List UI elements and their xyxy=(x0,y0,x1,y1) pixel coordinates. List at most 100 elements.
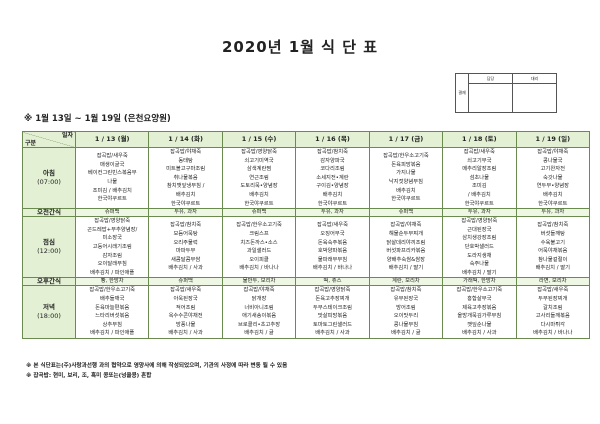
approval-box: 결재 담당 대리 xyxy=(455,73,557,113)
menu-item: 잡곡밥/야채죽 xyxy=(243,287,275,294)
menu-item: 고등어시래기조림 xyxy=(92,243,132,250)
header-row: 일자 구분 1 / 13 (월) 1 / 14 (화) 1 / 15 (수) 1 / 16… xyxy=(22,131,591,148)
menu-item: 과일샐러드 xyxy=(246,248,272,255)
menu-item: 잡곡밥/야채죽 xyxy=(537,149,569,155)
day-header: 1 / 15 (수) xyxy=(221,131,297,148)
menu-item: 잡곡밥/야채죽 xyxy=(390,222,422,229)
menu-item: 모듬어묵탕 xyxy=(173,231,198,238)
menu-item: 조미김 / 배추김치 xyxy=(92,187,132,194)
approval-col-staff: 담당 xyxy=(468,73,513,84)
menu-item: 배추김치 / 딸기 xyxy=(388,265,424,272)
meal-label: 오후간식 xyxy=(22,277,76,287)
menu-item: 배추김치 / 사과 xyxy=(168,265,203,272)
menu-item: 삼치생강장조림 xyxy=(462,235,497,242)
menu-item: 메추리알장조림 xyxy=(462,166,497,173)
approval-sign-staff[interactable] xyxy=(468,83,513,113)
meal-row: 저녁 (18:00) 잡곡밥/한우소고기죽 배추들깨국 돈육마늘편볶음 느타리버섯볶음 상추… xyxy=(22,285,591,339)
menu-cell: 잡곡밥/한우소고기죽 배추들깨국 돈육마늘편볶음 느타리버섯볶음 상추무침 배추김치 / … xyxy=(74,285,150,339)
menu-item: 물파래무무침 xyxy=(317,256,348,263)
menu-cell: 잡곡밥/참치죽 유부된장국 방어조림 오이맛두리 콩나물무침 배추김치 / 귤 xyxy=(368,285,444,339)
menu-cell: 잡곡밥/새우죽 두부된장찌개 갈치조림 고사리들깨볶음 다시마튀각 배추김치 / 바나나 xyxy=(515,285,591,339)
menu-cell: 잡곡밥/새우죽 아욱된장국 적어조림 옥수수콘야채전 방풍나물 배추김치 / 사과 xyxy=(148,285,223,339)
menu-item: 나물 xyxy=(107,179,118,186)
snack-row: 오후간식 빵, 한방차 슈퍼백 물만두, 보리차 떡, 쥬스 계란, 보리차 가래떡, 한방… xyxy=(22,277,591,287)
menu-cell: 슈퍼백 xyxy=(221,208,297,218)
menu-item: 한국야쿠르트 xyxy=(464,200,494,207)
menu-item: 물만두, 보리차 xyxy=(242,278,276,285)
menu-item: 배추김치 xyxy=(249,191,269,198)
menu-item: 감자조림 xyxy=(102,252,122,259)
approval-label: 결재 xyxy=(455,73,469,113)
day-header: 1 / 19 (일) xyxy=(515,131,591,148)
menu-item: 도라지생채 xyxy=(467,252,492,259)
menu-cell: 잡곡밥/한우소고기죽 크림스프 치즈돈까스•소스 과일샐러드 오이피클 배추김치 / 바나… xyxy=(221,216,297,279)
menu-item: 잡곡밥/새우죽 xyxy=(537,287,569,294)
menu-cell: 잡곡밥/참치죽 버섯들깨탕 수육불고기 어묵야채볶음 참나물겉절이 배추김치 / 딸기 xyxy=(515,216,591,279)
menu-item: 두유, 과자 xyxy=(541,209,565,216)
menu-item: 배추김치 / 딸기 xyxy=(535,265,570,272)
menu-item: 두유, 과자 xyxy=(174,209,198,216)
menu-cell: 두유, 과자 xyxy=(295,208,370,218)
menu-item: 배추김치 / 바나나 xyxy=(533,330,573,337)
menu-item: 올방개묵김가루무침 xyxy=(457,313,502,320)
menu-item: 너비아니조림 xyxy=(244,304,274,311)
menu-item: 슈퍼백 xyxy=(178,278,193,285)
menu-item: 유부된장국 xyxy=(393,295,419,302)
menu-item: 배추김치 / 사과 xyxy=(462,330,497,337)
menu-item: 잡곡밥/참치죽 xyxy=(537,222,569,229)
menu-item: 미소장국 xyxy=(102,235,122,242)
menu-item: 배추김치 / 파인애플 xyxy=(90,330,135,337)
meal-row: 아침 (07:00) 잡곡밥/새우죽 매생이굴국 베이컨그린빈스볶음무 나물 조미김 / 배… xyxy=(22,146,591,210)
menu-item: 슈퍼백 xyxy=(398,209,414,216)
menu-item: 섬초나물 xyxy=(469,174,490,181)
menu-item: 배추김치 xyxy=(543,191,563,198)
menu-cell: 잡곡밥/영양닭죽 돈육고추장찌개 두부스테이크조림 맛살피망볶음 토마토그린샐러드 배추김… xyxy=(295,285,370,339)
menu-item: 숙주나물 xyxy=(469,261,490,268)
meal-label: 점심 (12:00) xyxy=(22,216,76,279)
menu-item: 돈육고추장찌개 xyxy=(315,295,350,302)
meal-name: 오전간식 xyxy=(37,208,61,217)
menu-cell: 잡곡밥/참치죽 모듬어묵탕 오리주물럭 마파두부 새콤달콤무쌈 배추김치 / 사과 xyxy=(148,216,223,279)
menu-item: 감자양파국 xyxy=(320,157,345,164)
menu-item: 참나물겉절이 xyxy=(538,256,568,263)
menu-cell: 두유, 과자 xyxy=(515,208,591,218)
menu-item: 라면, 보리차 xyxy=(538,278,567,285)
menu-item: 잡곡밥/참치죽 xyxy=(170,222,202,229)
menu-item: 잡곡밥/영양닭죽 xyxy=(241,149,277,155)
meal-name: 아침 xyxy=(43,169,55,178)
period-subtitle: ※ 1월 13일 ~ 1월 19일 (은천요양원) xyxy=(24,114,171,124)
menu-item: 토마토그린샐러드 xyxy=(312,321,352,328)
menu-item: 방어조림 xyxy=(396,304,416,311)
menu-item: 오리주물럭 xyxy=(173,239,198,246)
menu-table: 일자 구분 1 / 13 (월) 1 / 14 (화) 1 / 15 (수) 1 / 16… xyxy=(22,131,591,339)
menu-item: 닭개장 xyxy=(251,295,267,302)
menu-cell: 잡곡밥/영양닭죽 곤드레밥+부추양념장/미소장국 고등어시래기조림 감자조림 오이달래무… xyxy=(74,216,150,279)
menu-cell: 잡곡밥/야채죽 콩나물국 고기완자전 숙갓나물 연두부•양념장 배추김치 한국야쿠르트 xyxy=(515,146,591,210)
menu-item: 두유, 과자 xyxy=(321,209,344,216)
menu-item: 한국야쿠르트 xyxy=(538,200,568,207)
menu-item: 한국야쿠르트 xyxy=(244,200,274,207)
approval-sign-deputy[interactable] xyxy=(512,83,557,113)
menu-item: 잡곡밥/새우죽 xyxy=(96,153,128,160)
menu-item: 빵, 한방차 xyxy=(100,278,124,285)
menu-item: 잡곡밥/한우소고기죽 xyxy=(383,153,429,160)
menu-item: 배추김치 / 딸기 xyxy=(462,269,497,276)
menu-item: 잡곡밥/한우소고기죽 xyxy=(236,222,282,229)
menu-cell: 잡곡밥/영양닭죽 쇠고기미역국 삼색계란찜 연근조림 도토리묵•양념장 배추김치 한국야쿠르… xyxy=(221,146,297,210)
meal-label: 저녁 (18:00) xyxy=(22,285,76,339)
menu-item: 취나물볶음 xyxy=(173,174,198,181)
menu-item: 돈육피망볶음 xyxy=(391,161,421,168)
menu-item: 수육불고기 xyxy=(540,239,565,246)
menu-item: 구이김•양념장 xyxy=(316,183,349,190)
menu-item: 오이맛두리 xyxy=(393,313,419,320)
menu-item: 도토리묵•양념장 xyxy=(240,183,278,190)
menu-item: 가지나물 xyxy=(396,170,416,177)
menu-item: 쇠고기미역국 xyxy=(244,157,274,164)
menu-item: 연근조림 xyxy=(249,174,269,181)
meal-name: 점심 xyxy=(43,238,55,247)
menu-item: / 배추김치 xyxy=(467,191,491,198)
menu-item: 소세지전•계란 xyxy=(316,174,349,181)
day-header: 1 / 18 (토) xyxy=(442,131,517,148)
meal-time: (12:00) xyxy=(37,247,61,256)
menu-item: 오이피클 xyxy=(249,256,269,263)
